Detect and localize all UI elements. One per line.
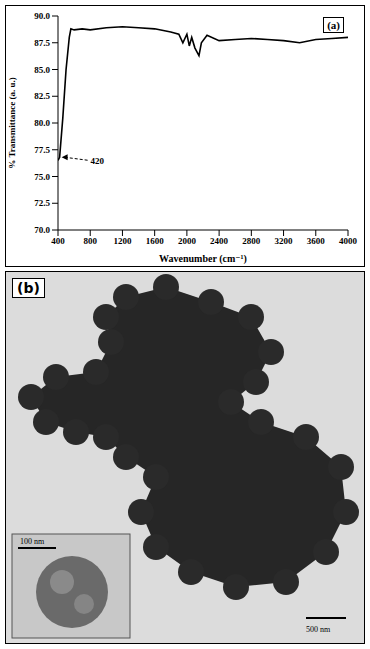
svg-text:3200: 3200 — [275, 236, 294, 246]
svg-text:1200: 1200 — [113, 236, 132, 246]
svg-text:2800: 2800 — [242, 236, 261, 246]
svg-text:800: 800 — [83, 236, 97, 246]
html-text:(b): (b) — [17, 280, 40, 296]
svg-text:77.5: 77.5 — [34, 145, 50, 155]
svg-text:500 nm: 500 nm — [306, 625, 331, 634]
svg-text:80.0: 80.0 — [34, 118, 50, 128]
svg-text:4000: 4000 — [339, 236, 358, 246]
svg-text:75.0: 75.0 — [34, 172, 50, 182]
svg-text:400: 400 — [51, 236, 65, 246]
svg-text:82.5: 82.5 — [34, 91, 50, 101]
svg-text:Wavenumber (cm⁻¹): Wavenumber (cm⁻¹) — [159, 253, 247, 265]
svg-text:% Transmittance (a. u.): % Transmittance (a. u.) — [7, 77, 17, 168]
svg-text:100 nm: 100 nm — [20, 537, 45, 546]
svg-text:2400: 2400 — [210, 236, 229, 246]
svg-text:420: 420 — [91, 156, 105, 166]
html-text:(a): (a) — [327, 19, 340, 31]
svg-text:70.0: 70.0 — [34, 225, 50, 235]
svg-text:72.5: 72.5 — [34, 198, 50, 208]
svg-text:85.0: 85.0 — [34, 65, 50, 75]
svg-text:1600: 1600 — [146, 236, 165, 246]
svg-text:87.5: 87.5 — [34, 38, 50, 48]
svg-text:2000: 2000 — [178, 236, 197, 246]
svg-text:90.0: 90.0 — [34, 11, 50, 21]
svg-text:3600: 3600 — [307, 236, 326, 246]
